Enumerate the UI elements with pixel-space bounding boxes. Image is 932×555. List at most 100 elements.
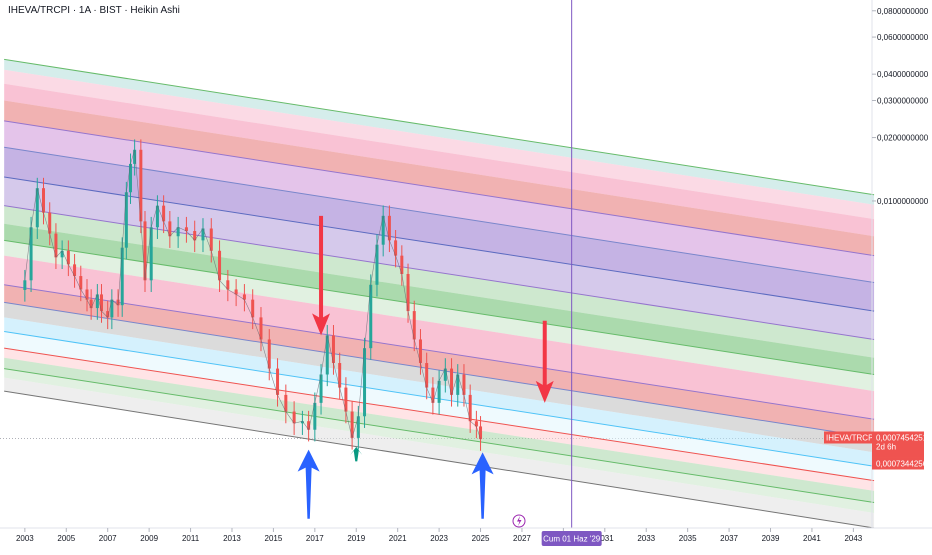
candle-body[interactable] [313, 402, 317, 430]
candle-body[interactable] [60, 250, 64, 258]
candle-body[interactable] [375, 244, 379, 285]
candle-body[interactable] [412, 311, 416, 340]
lightning-icon[interactable] [512, 514, 526, 528]
candle-body[interactable] [437, 380, 441, 403]
y-tick-label: 0,0100000000 [877, 197, 929, 206]
candle-body[interactable] [99, 294, 103, 312]
x-tick-label: 2043 [844, 534, 862, 543]
candle-body[interactable] [133, 149, 137, 164]
candle-body[interactable] [209, 228, 213, 251]
candle-body[interactable] [468, 394, 472, 422]
candle-body[interactable] [73, 264, 77, 277]
candle-body[interactable] [218, 250, 222, 281]
candle-body[interactable] [284, 394, 288, 412]
candle-body[interactable] [176, 227, 180, 237]
x-tick-label: 2027 [513, 534, 531, 543]
candle-body[interactable] [350, 411, 354, 438]
candle-body[interactable] [226, 280, 230, 290]
y-tick-label: 0,0300000000 [877, 96, 929, 105]
candle-body[interactable] [356, 416, 360, 438]
y-tick-label: 0,0400000000 [877, 70, 929, 79]
candle-body[interactable] [95, 294, 99, 309]
candle-body[interactable] [381, 215, 385, 245]
candle-body[interactable] [66, 250, 70, 265]
candle-body[interactable] [89, 299, 93, 309]
last-price-tag [872, 431, 924, 458]
red-down-arrow[interactable] [535, 320, 554, 403]
channel-line [4, 284, 875, 420]
symbol-tag-label: IHEVA/TRCPI [826, 433, 876, 442]
secondary-price-value: 0,0007344256 [876, 459, 928, 468]
drawn-arrows[interactable] [297, 215, 554, 519]
candle-body[interactable] [443, 368, 447, 381]
candle-body[interactable] [201, 228, 205, 241]
candle-body[interactable] [338, 363, 342, 388]
candle-body[interactable] [331, 335, 335, 364]
heikin-ashi-candles[interactable] [23, 139, 483, 451]
candle-body[interactable] [234, 289, 238, 295]
candle-body[interactable] [462, 374, 466, 395]
candle-body[interactable] [267, 339, 271, 369]
candle-body[interactable] [143, 221, 147, 281]
candle-body[interactable] [54, 233, 58, 258]
candle-body[interactable] [363, 348, 367, 417]
candle-body[interactable] [387, 215, 391, 241]
candle-body[interactable] [394, 240, 398, 256]
candle-body[interactable] [251, 299, 255, 318]
x-tick-label: 2005 [57, 534, 75, 543]
candle-body[interactable] [35, 188, 39, 228]
candle-body[interactable] [418, 339, 422, 364]
candle-body[interactable] [242, 294, 246, 300]
candle-body[interactable] [128, 163, 132, 193]
candle-body[interactable] [23, 280, 27, 290]
candle-body[interactable] [325, 335, 329, 375]
candle-body[interactable] [369, 284, 373, 349]
candle-body[interactable] [456, 374, 460, 395]
candle-body[interactable] [431, 387, 435, 403]
candle-body[interactable] [120, 247, 124, 306]
candle-body[interactable] [48, 212, 52, 234]
candle-body[interactable] [149, 227, 153, 281]
last-price-countdown: 2d 6h [876, 442, 896, 451]
candle-body[interactable] [168, 221, 172, 237]
candle-body[interactable] [106, 311, 110, 318]
time-axis[interactable]: 2003 2005 2007 2009 2011 2013 2015 2017 2019 2021… [16, 528, 863, 546]
candle-body[interactable] [474, 421, 478, 427]
candle-body[interactable] [400, 255, 404, 275]
candle-body[interactable] [29, 227, 33, 281]
red-down-arrow[interactable] [312, 215, 331, 336]
candle-body[interactable] [162, 205, 166, 222]
x-tick-label: 2031 [596, 534, 614, 543]
candle-body[interactable] [319, 374, 323, 403]
x-tick-label: 2011 [182, 534, 200, 543]
candle-body[interactable] [450, 368, 454, 395]
candle-body[interactable] [479, 426, 483, 440]
candle-body[interactable] [124, 192, 128, 248]
candle-body[interactable] [155, 205, 159, 228]
candle-body[interactable] [276, 368, 280, 395]
candle-body[interactable] [79, 276, 83, 290]
secondary-price-tag [872, 457, 924, 470]
candle-body[interactable] [139, 149, 143, 222]
candle-body[interactable] [110, 299, 114, 318]
candle-body[interactable] [425, 363, 429, 388]
green-up-arrow[interactable] [350, 446, 363, 462]
symbol-tag [824, 431, 872, 444]
candle-body[interactable] [193, 231, 197, 241]
blue-up-arrow[interactable] [297, 449, 320, 519]
candle-body[interactable] [300, 421, 304, 424]
candle-body[interactable] [41, 188, 45, 213]
price-axis[interactable]: 0,0800000000 0,0600000000 0,0400000000 0,03… [872, 7, 929, 206]
candle-body[interactable] [85, 289, 89, 300]
candle-body[interactable] [406, 274, 410, 312]
channel-line [4, 368, 875, 504]
price-path [24, 149, 481, 440]
candle-body[interactable] [344, 387, 348, 412]
candle-body[interactable] [184, 227, 188, 232]
candle-body[interactable] [292, 411, 296, 424]
candle-body[interactable] [259, 317, 263, 340]
candle-body[interactable] [307, 421, 311, 430]
blue-up-arrow[interactable] [471, 452, 494, 519]
